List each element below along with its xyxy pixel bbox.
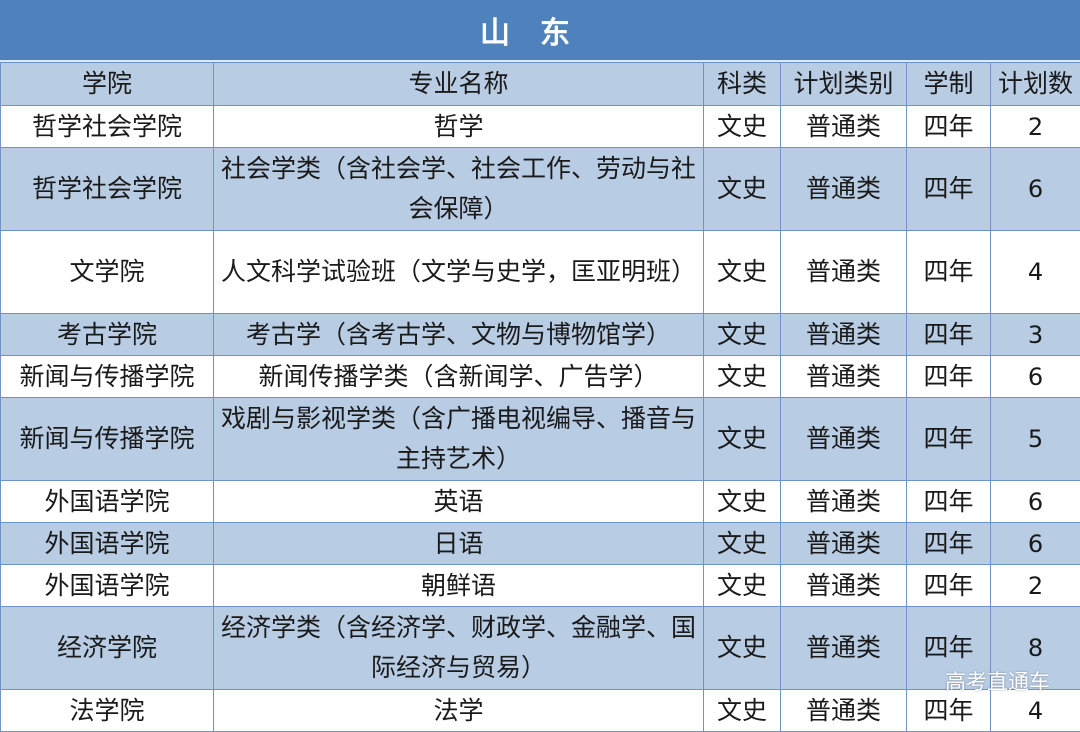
college-cell: 考古学院 [1, 314, 214, 356]
plan-type-cell: 普通类 [781, 148, 907, 231]
college-cell: 新闻与传播学院 [1, 398, 214, 481]
major-cell: 新闻传播学类（含新闻学、广告学） [214, 356, 704, 398]
count-cell: 6 [991, 356, 1080, 398]
duration-cell: 四年 [907, 356, 991, 398]
duration-cell: 四年 [907, 314, 991, 356]
duration-cell: 四年 [907, 523, 991, 565]
category-cell: 文史 [704, 398, 781, 481]
plan-type-cell: 普通类 [781, 690, 907, 732]
category-cell: 文史 [704, 148, 781, 231]
category-cell: 文史 [704, 106, 781, 148]
major-cell: 经济学类（含经济学、财政学、金融学、国际经济与贸易） [214, 607, 704, 690]
duration-cell: 四年 [907, 398, 991, 481]
count-cell: 4 [991, 231, 1080, 314]
major-cell: 考古学（含考古学、文物与博物馆学） [214, 314, 704, 356]
table-title: 山东 [0, 0, 1080, 62]
category-cell: 文史 [704, 481, 781, 523]
duration-cell: 四年 [907, 148, 991, 231]
college-cell: 文学院 [1, 231, 214, 314]
header-row: 学院 专业名称 科类 计划类别 学制 计划数 [1, 63, 1080, 106]
college-cell: 哲学社会学院 [1, 148, 214, 231]
count-cell: 2 [991, 565, 1080, 607]
plan-type-cell: 普通类 [781, 231, 907, 314]
plan-type-cell: 普通类 [781, 356, 907, 398]
plan-type-cell: 普通类 [781, 523, 907, 565]
plan-type-cell: 普通类 [781, 481, 907, 523]
category-cell: 文史 [704, 231, 781, 314]
college-cell: 外国语学院 [1, 565, 214, 607]
major-cell: 朝鲜语 [214, 565, 704, 607]
category-cell: 文史 [704, 523, 781, 565]
college-cell: 法学院 [1, 690, 214, 732]
college-cell: 外国语学院 [1, 523, 214, 565]
plan-type-cell: 普通类 [781, 314, 907, 356]
plan-type-cell: 普通类 [781, 565, 907, 607]
count-cell: 6 [991, 481, 1080, 523]
plan-type-cell: 普通类 [781, 106, 907, 148]
major-cell: 法学 [214, 690, 704, 732]
major-cell: 人文科学试验班（文学与史学，匡亚明班） [214, 231, 704, 314]
count-cell: 5 [991, 398, 1080, 481]
header-category: 科类 [704, 63, 781, 106]
count-cell: 3 [991, 314, 1080, 356]
header-major: 专业名称 [214, 63, 704, 106]
watermark: 高考直通车 [945, 666, 1050, 696]
college-cell: 外国语学院 [1, 481, 214, 523]
major-cell: 哲学 [214, 106, 704, 148]
header-college: 学院 [1, 63, 214, 106]
major-cell: 日语 [214, 523, 704, 565]
plan-type-cell: 普通类 [781, 607, 907, 690]
header-count: 计划数 [991, 63, 1080, 106]
major-cell: 社会学类（含社会学、社会工作、劳动与社会保障） [214, 148, 704, 231]
header-plan-type: 计划类别 [781, 63, 907, 106]
college-cell: 哲学社会学院 [1, 106, 214, 148]
college-cell: 经济学院 [1, 607, 214, 690]
count-cell: 2 [991, 106, 1080, 148]
category-cell: 文史 [704, 690, 781, 732]
duration-cell: 四年 [907, 481, 991, 523]
category-cell: 文史 [704, 565, 781, 607]
duration-cell: 四年 [907, 231, 991, 314]
count-cell: 6 [991, 523, 1080, 565]
header-duration: 学制 [907, 63, 991, 106]
plan-type-cell: 普通类 [781, 398, 907, 481]
duration-cell: 四年 [907, 106, 991, 148]
count-cell: 6 [991, 148, 1080, 231]
category-cell: 文史 [704, 314, 781, 356]
major-cell: 戏剧与影视学类（含广播电视编导、播音与主持艺术） [214, 398, 704, 481]
category-cell: 文史 [704, 356, 781, 398]
major-cell: 英语 [214, 481, 704, 523]
category-cell: 文史 [704, 607, 781, 690]
duration-cell: 四年 [907, 565, 991, 607]
college-cell: 新闻与传播学院 [1, 356, 214, 398]
